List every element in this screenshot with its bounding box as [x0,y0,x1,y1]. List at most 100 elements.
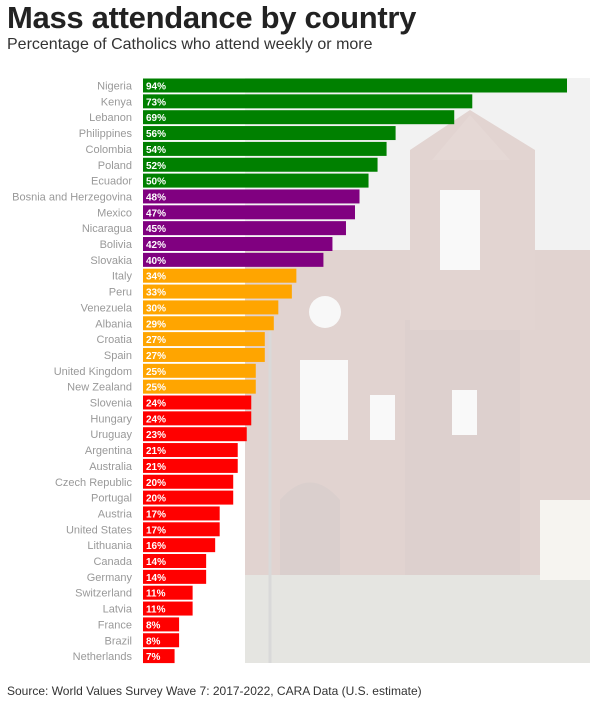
category-label: Nigeria [97,81,133,93]
category-label: Uruguay [90,429,132,441]
category-label: Poland [98,160,132,172]
category-label: Bosnia and Herzegovina [12,191,133,203]
category-label: Colombia [86,144,133,156]
value-label: 34% [146,272,166,283]
bar-peru [143,284,292,299]
church-background-image [245,78,590,663]
category-label: Netherlands [73,651,133,663]
category-label: Czech Republic [55,477,133,489]
category-label: Philippines [79,128,133,140]
value-label: 24% [146,399,166,410]
category-label: Ecuador [91,176,132,188]
bar-united-kingdom [143,363,256,378]
bar-nigeria [143,78,567,93]
value-label: 40% [146,256,166,267]
category-label: Croatia [97,334,133,346]
bar-kenya [143,94,473,109]
value-label: 23% [146,430,166,441]
category-label: New Zealand [67,382,132,394]
value-label: 24% [146,414,166,425]
bar-netherlands [143,649,175,664]
category-label: Portugal [91,493,132,505]
category-label: Australia [89,461,133,473]
value-label: 27% [146,351,166,362]
value-label: 73% [146,97,166,108]
value-label: 7% [146,652,161,663]
value-label: 30% [146,303,166,314]
bar-argentina [143,443,238,458]
category-label: Mexico [97,207,132,219]
bar-bolivia [143,237,333,251]
category-label: Bolivia [100,239,133,251]
category-label: Switzerland [75,588,132,600]
bar-lithuania [143,538,216,553]
value-label: 52% [146,161,166,172]
category-label: Hungary [90,413,132,425]
bar-venezuela [143,300,279,315]
category-label: Argentina [85,445,133,457]
category-label: United States [66,524,133,536]
bar-slovakia [143,252,324,267]
bar-austria [143,506,220,521]
value-label: 17% [146,509,166,520]
value-label: 14% [146,557,166,568]
bar-ecuador [143,173,369,188]
value-label: 47% [146,208,166,219]
value-label: 20% [146,478,166,489]
bar-lebanon [143,110,455,125]
category-label: France [98,619,132,631]
value-label: 16% [146,541,166,552]
bar-albania [143,316,274,331]
category-label: Lebanon [89,112,132,124]
value-label: 50% [146,177,166,188]
bar-new-zealand [143,379,256,394]
bar-czech-republic [143,474,234,489]
chart-subtitle: Percentage of Catholics who attend weekl… [7,36,373,53]
bar-spain [143,347,265,362]
category-label: Spain [104,350,132,362]
category-label: Lithuania [87,540,133,552]
bar-brazil [143,633,180,648]
value-label: 29% [146,319,166,330]
value-label: 25% [146,383,166,394]
category-label: Canada [93,556,132,568]
value-label: 42% [146,240,166,251]
bar-switzerland [143,585,193,600]
value-label: 8% [146,620,161,631]
bar-portugal [143,490,234,505]
bar-france [143,617,180,632]
chart-title: Mass attendance by country [7,0,417,35]
bar-latvia [143,601,193,616]
bar-philippines [143,126,396,141]
category-label: Kenya [101,96,133,108]
bar-nicaragua [143,221,346,236]
bar-germany [143,569,207,584]
bar-uruguay [143,427,247,442]
bar-canada [143,554,207,568]
category-label: Latvia [103,604,133,616]
value-label: 17% [146,525,166,536]
bar-poland [143,157,378,172]
category-label: Slovakia [90,255,132,267]
value-label: 11% [146,589,166,600]
value-label: 27% [146,335,166,346]
value-label: 21% [146,446,166,457]
value-label: 11% [146,605,166,616]
bars-group: Nigeria 94% Kenya 73% Lebanon 69% Philippines 5… [12,78,567,664]
value-label: 33% [146,288,166,299]
category-label: United Kingdom [54,366,132,378]
bar-croatia [143,332,265,347]
value-label: 69% [146,113,166,124]
value-label: 25% [146,367,166,378]
category-label: Slovenia [90,398,133,410]
bar-italy [143,268,297,283]
value-label: 48% [146,192,166,203]
bar-slovenia [143,395,252,410]
bar-colombia [143,141,387,156]
chart-source: Source: World Values Survey Wave 7: 2017… [7,684,422,698]
category-label: Italy [112,271,133,283]
value-label: 56% [146,129,166,140]
value-label: 54% [146,145,166,156]
bar-united-states [143,522,220,537]
